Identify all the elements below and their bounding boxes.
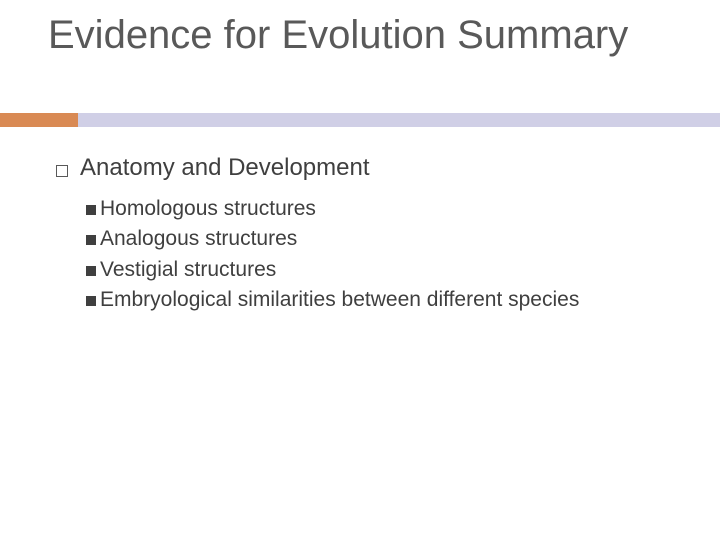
slide-title: Evidence for Evolution Summary (48, 12, 668, 58)
level2-text: Analogous structures (100, 227, 297, 250)
slide-title-block: Evidence for Evolution Summary (48, 12, 668, 58)
solid-square-bullet-icon (86, 266, 96, 276)
level2-text: Homologous structures (100, 197, 316, 220)
solid-square-bullet-icon (86, 205, 96, 215)
bullet-level2: Vestigial structures (86, 255, 656, 285)
title-underline-accent (0, 113, 78, 127)
solid-square-bullet-icon (86, 235, 96, 245)
bullet-level1: Anatomy and Development (56, 154, 656, 182)
title-underline-remainder (78, 113, 720, 127)
level2-text: Vestigial structures (100, 258, 276, 281)
level1-heading: Anatomy and Development (80, 154, 370, 182)
title-underline (0, 113, 720, 127)
level2-list: Homologous structures Analogous structur… (86, 194, 656, 316)
bullet-level2: Homologous structures (86, 194, 656, 224)
content-body: Anatomy and Development Homologous struc… (56, 154, 656, 316)
bullet-level2: Embryological similarities between diffe… (86, 285, 656, 315)
level2-text: Embryological similarities between diffe… (100, 288, 579, 311)
solid-square-bullet-icon (86, 296, 96, 306)
open-square-bullet-icon (56, 165, 68, 177)
bullet-level2: Analogous structures (86, 224, 656, 254)
slide: { "title": "Evidence for Evolution Summa… (0, 0, 720, 540)
